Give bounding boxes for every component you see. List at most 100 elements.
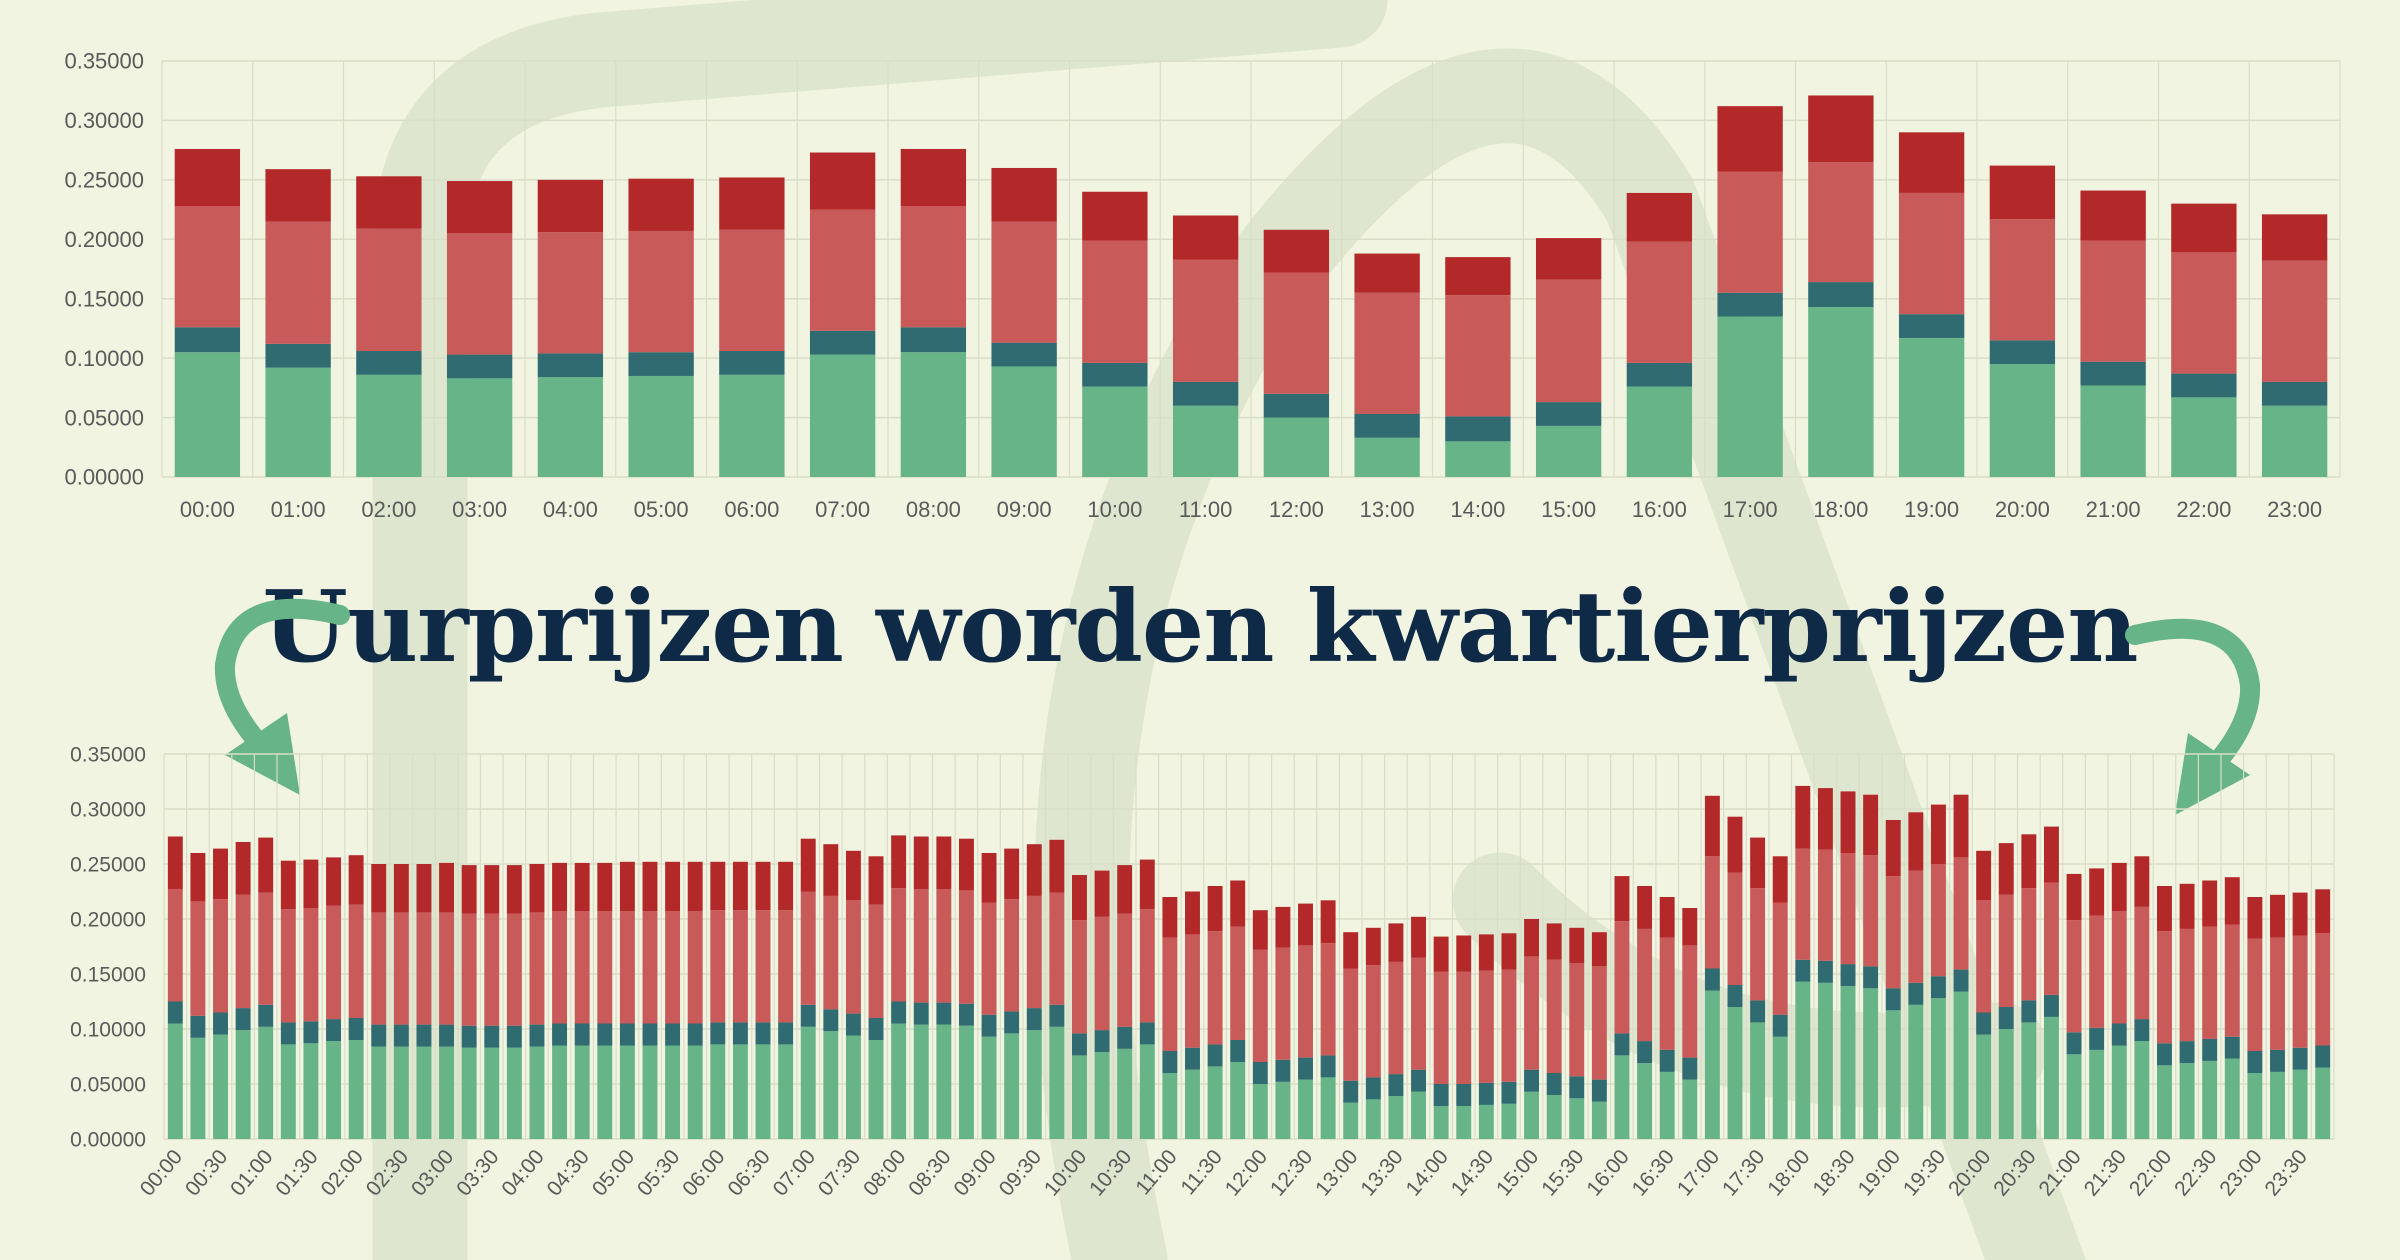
bar-segment-1 [1840, 964, 1856, 987]
bar-segment-1 [1275, 1059, 1291, 1082]
bar-segment-0 [190, 1037, 206, 1139]
bar-segment-1 [823, 1009, 839, 1032]
bar-segment-3 [1908, 812, 1924, 871]
bar-segment-0 [642, 1045, 658, 1139]
bar-segment-2 [393, 912, 409, 1025]
bar-segment-3 [1717, 106, 1783, 172]
bar-segment-3 [2224, 877, 2240, 925]
bar-segment-1 [1445, 416, 1511, 442]
bar-segment-0 [710, 1044, 726, 1139]
bar-segment-1 [1343, 1080, 1359, 1103]
y-tick-label: 0.30000 [70, 798, 146, 821]
bar-segment-0 [1535, 425, 1602, 477]
bar-segment-3 [1207, 886, 1223, 932]
bar-segment-3 [552, 862, 568, 912]
bar-segment-2 [1263, 272, 1330, 394]
bar-segment-1 [1026, 1008, 1042, 1031]
bar-segment-2 [280, 909, 296, 1023]
bar-segment-3 [1456, 935, 1472, 972]
bar-segment-2 [642, 911, 658, 1024]
bar-segment-2 [1185, 934, 1200, 1048]
x-tick-label: 15:00 [1541, 497, 1596, 522]
y-tick-label: 0.15000 [70, 963, 146, 986]
bar-segment-0 [1172, 405, 1239, 477]
bar-segment-1 [1172, 381, 1239, 406]
bar-segment-1 [2315, 1045, 2331, 1068]
bar-segment-0 [280, 1044, 296, 1139]
bar-segment-2 [174, 206, 241, 328]
bar-segment-1 [755, 1022, 771, 1045]
bar-segment-2 [1682, 945, 1698, 1058]
x-tick-label: 02:00 [317, 1145, 368, 1200]
bar-segment-0 [1659, 1071, 1675, 1139]
bar-segment-1 [529, 1024, 545, 1047]
x-tick-label: 12:00 [1221, 1145, 1272, 1200]
bar-segment-3 [1445, 257, 1511, 296]
bar-segment-1 [1365, 1077, 1381, 1100]
bar-segment-1 [461, 1025, 477, 1048]
bar-segment-0 [1026, 1030, 1042, 1139]
bar-segment-1 [2080, 361, 2146, 386]
bar-segment-2 [1659, 937, 1675, 1050]
bar-segment-1 [416, 1024, 432, 1047]
bar-segment-0 [845, 1035, 861, 1139]
bar-segment-2 [1535, 279, 1602, 403]
bar-segment-0 [936, 1024, 952, 1139]
bar-segment-1 [800, 1004, 816, 1027]
bar-segment-3 [1840, 791, 1856, 853]
bar-segment-3 [1117, 865, 1133, 914]
bar-segment-2 [484, 913, 500, 1026]
bar-segment-3 [393, 864, 409, 913]
bar-segment-2 [190, 901, 206, 1016]
bar-segment-0 [2224, 1058, 2240, 1139]
bar-segment-2 [1626, 241, 1693, 363]
x-tick-label: 12:30 [1266, 1145, 1317, 1200]
bar-segment-0 [552, 1045, 568, 1139]
x-tick-label: 09:00 [997, 497, 1052, 522]
bar-segment-2 [1139, 909, 1155, 1023]
bar-segment-1 [981, 1014, 997, 1037]
bar-segment-0 [2261, 405, 2328, 477]
bar-segment-0 [1750, 1022, 1766, 1139]
bar-segment-0 [1275, 1081, 1291, 1139]
bar-segment-0 [2021, 1022, 2037, 1139]
x-tick-label: 13:30 [1356, 1145, 1407, 1200]
bar-segment-3 [1569, 927, 1585, 963]
bar-segment-2 [1172, 259, 1239, 382]
bar-segment-2 [2080, 240, 2146, 362]
bar-segment-0 [1082, 386, 1148, 477]
bar-segment-2 [1885, 876, 1901, 989]
bar-segment-0 [1908, 1004, 1924, 1139]
bar-segment-0 [484, 1047, 500, 1139]
bar-segment-0 [371, 1046, 387, 1139]
bar-segment-1 [1717, 292, 1783, 317]
bar-segment-1 [439, 1024, 455, 1047]
bar-segment-1 [537, 353, 604, 378]
bar-segment-0 [665, 1045, 681, 1139]
bar-segment-2 [1445, 295, 1511, 417]
bar-segment-2 [1863, 855, 1879, 967]
x-tick-label: 15:00 [1492, 1145, 1543, 1200]
bar-segment-0 [446, 378, 513, 477]
bar-segment-1 [1885, 988, 1901, 1011]
bar-segment-3 [1750, 837, 1766, 889]
bar-segment-2 [1614, 921, 1630, 1034]
bar-segment-2 [1094, 916, 1110, 1031]
x-tick-label: 04:00 [543, 497, 598, 522]
bar-segment-0 [1998, 1029, 2014, 1139]
bar-segment-2 [326, 905, 341, 1020]
bar-segment-2 [1026, 895, 1042, 1009]
bar-segment-0 [1727, 1007, 1743, 1139]
y-tick-label: 0.10000 [70, 1018, 146, 1041]
x-tick-label: 20:00 [1995, 497, 2050, 522]
bar-segment-3 [1252, 910, 1268, 950]
bar-segment-3 [1817, 788, 1833, 850]
bar-segment-2 [265, 221, 331, 344]
x-tick-label: 09:30 [995, 1145, 1046, 1200]
x-tick-label: 04:00 [497, 1145, 548, 1200]
bar-segment-2 [1569, 963, 1585, 1077]
bar-segment-2 [1840, 853, 1856, 965]
x-tick-label: 17:00 [1673, 1145, 1724, 1200]
bar-segment-2 [1637, 928, 1653, 1042]
bar-segment-1 [2224, 1036, 2240, 1059]
